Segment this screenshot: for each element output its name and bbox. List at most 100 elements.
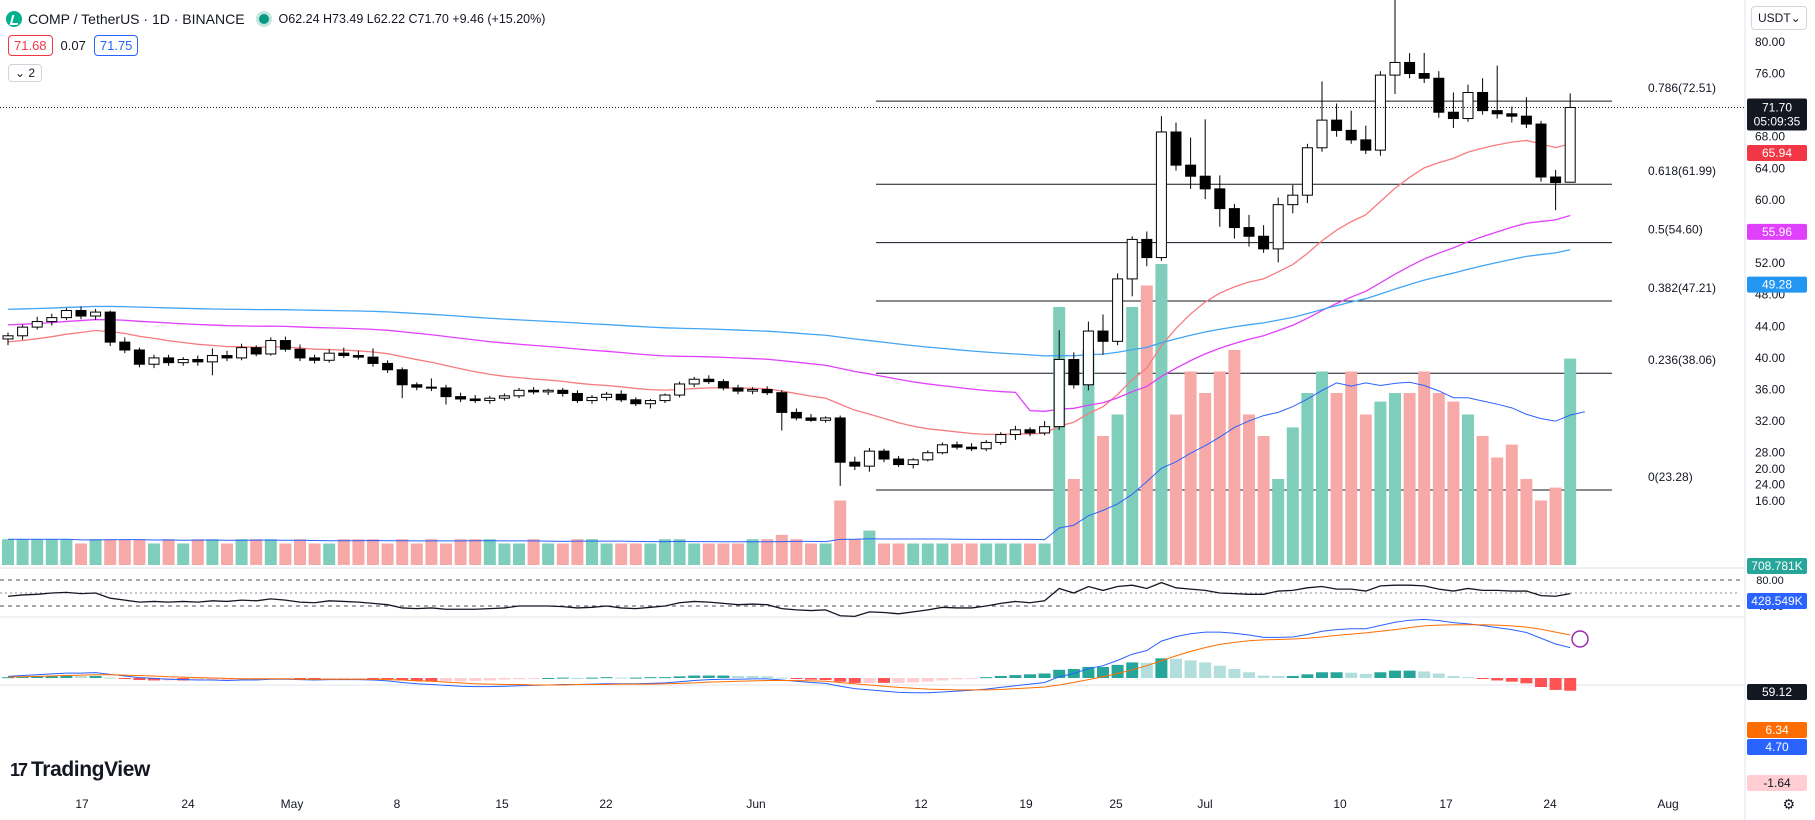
price-axis-tick: 36.00 (1755, 383, 1785, 397)
macd-signal-line (7, 624, 1571, 691)
volume-bar (177, 543, 190, 565)
candle-body (323, 352, 335, 361)
candle-body (542, 389, 554, 393)
candle-body (1272, 204, 1284, 250)
macd-histogram-bar (702, 675, 715, 678)
macd-histogram-bar (1359, 673, 1372, 678)
volume-bar (615, 543, 628, 565)
volume-bar (1228, 350, 1241, 565)
macd-histogram-bar (659, 677, 671, 679)
volume-bar (542, 543, 555, 565)
rsi-value-tag: 59.12 (1762, 685, 1792, 699)
candle-body (951, 444, 963, 448)
time-axis-tick: 12 (914, 797, 928, 811)
candle-body (1491, 110, 1503, 115)
volume-bar (761, 539, 774, 565)
candle-body (761, 389, 773, 394)
volume-ma-value-tag-bg (1747, 593, 1807, 609)
candle-body (236, 347, 248, 359)
macd-histogram-bar (191, 678, 204, 681)
volume-bar (1345, 371, 1358, 565)
candle-body (177, 358, 189, 364)
volume-bar (1199, 393, 1212, 565)
currency-select[interactable]: USDT ⌄ (1751, 6, 1807, 30)
symbol-title[interactable]: COMP / TetherUS · 1D · BINANCE (28, 11, 245, 27)
settings-gear-icon[interactable]: ⚙ (1782, 796, 1795, 812)
macd-histogram-bar (863, 678, 876, 683)
candle-body (863, 450, 875, 467)
volume-bar (1097, 436, 1109, 565)
volume-bar (965, 543, 978, 565)
volume-bar (498, 543, 511, 565)
candle-body (133, 349, 145, 365)
buy-price-button[interactable]: 71.75 (93, 35, 139, 56)
volume-bar (1564, 358, 1577, 565)
bar-countdown: 05:09:35 (1754, 114, 1801, 128)
volume-bar (673, 539, 686, 565)
macd-signal-value-tag: 4.70 (1765, 740, 1789, 754)
macd-histogram-bar (1009, 675, 1022, 678)
candle-body (221, 355, 233, 359)
ema-50-value-tag-bg (1747, 223, 1807, 240)
volume-bar (1374, 401, 1387, 565)
candle-body (338, 352, 350, 357)
volume-value-tag-bg (1747, 558, 1807, 574)
candle-body (557, 389, 569, 394)
candle-body (75, 310, 87, 317)
volume-bar (834, 500, 847, 565)
candle-body (148, 357, 160, 365)
volume-bar (951, 543, 963, 565)
macd-histogram-bar (1053, 669, 1066, 678)
volume-bar (878, 543, 890, 565)
macd-histogram-bar (1549, 678, 1562, 690)
volume-bar (279, 543, 292, 565)
volume-bar (600, 543, 613, 565)
candle-body (820, 417, 832, 421)
volume-bar (688, 543, 701, 565)
time-axis-tick: 10 (1333, 797, 1347, 811)
macd-histogram-bar (1476, 678, 1489, 679)
indicators-toggle-button[interactable]: ⌄ 2 (8, 64, 43, 82)
macd-histogram-bar (1097, 666, 1109, 678)
candle-body (1068, 358, 1080, 386)
time-axis-tick: Aug (1657, 797, 1678, 811)
fib-level-label: 0.618(61.99) (1648, 164, 1716, 178)
volume-bar (1389, 393, 1401, 565)
sell-price-button[interactable]: 71.68 (8, 35, 53, 56)
volume-bar (746, 539, 759, 565)
macd-histogram-bar (425, 678, 438, 682)
volume-bar (1403, 393, 1416, 565)
volume-bar (1272, 479, 1285, 565)
candle-body (1141, 238, 1153, 259)
candle-body (1418, 73, 1430, 79)
volume-bar (250, 539, 263, 565)
volume-bar (805, 543, 817, 565)
candle-body (1214, 188, 1226, 210)
macd-histogram-bar (1505, 678, 1518, 682)
volume-bar (337, 539, 350, 565)
price-axis-tick: 68.00 (1755, 130, 1785, 144)
macd-histogram-bar (1389, 670, 1401, 678)
candle-body (250, 347, 262, 355)
ema-100-line (7, 249, 1571, 357)
volume-bar (1082, 350, 1095, 565)
ema-50-line (7, 214, 1571, 412)
chart-header: COMP / TetherUS · 1D · BINANCE O62.24 H7… (6, 8, 551, 30)
candle-body (717, 381, 729, 389)
candle-body (90, 311, 102, 317)
macd-histogram-bar (1462, 677, 1474, 679)
volume-bar (45, 539, 58, 565)
candle-body (630, 399, 642, 405)
candle-body (31, 321, 43, 328)
macd-histogram-bar (1257, 675, 1270, 678)
macd-histogram-bar (45, 675, 58, 678)
candle-body (601, 393, 613, 398)
fib-level-label: 0(23.28) (1648, 470, 1693, 484)
macd-histogram-bar (1272, 675, 1285, 678)
macd-histogram-bar (396, 678, 409, 681)
price-axis-tick: 28.00 (1755, 446, 1785, 460)
candle-body (192, 358, 204, 363)
candle-body (1155, 131, 1167, 259)
volume-bar (1447, 401, 1460, 565)
